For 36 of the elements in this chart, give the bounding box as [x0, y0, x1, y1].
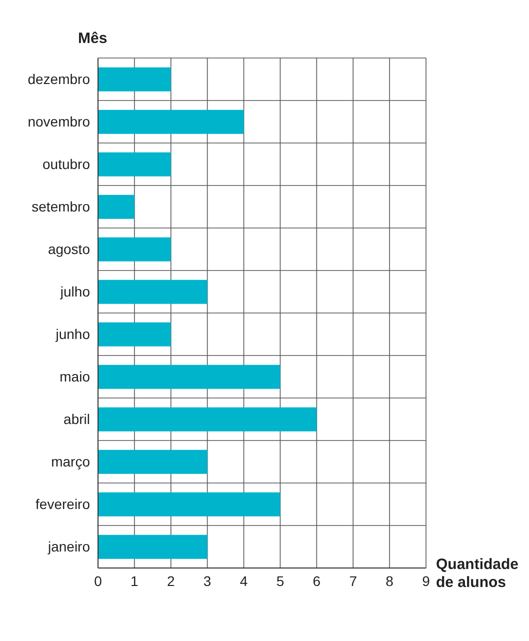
bar	[98, 407, 317, 432]
bar	[98, 152, 171, 176]
bar	[98, 110, 244, 134]
bar	[98, 67, 171, 92]
y-tick-label: outubro	[42, 156, 90, 172]
bar	[98, 280, 208, 304]
y-tick-label: abril	[64, 411, 90, 428]
x-tick-label: 3	[203, 572, 212, 589]
y-tick-label: janeiro	[46, 538, 90, 555]
bar	[98, 237, 171, 262]
x-tick-label: 1	[130, 572, 139, 589]
bar	[98, 450, 208, 474]
bar	[98, 364, 280, 389]
y-axis-title: Mês	[78, 30, 108, 47]
y-tick-label: dezembro	[28, 71, 90, 88]
x-tick-label: 6	[312, 572, 321, 589]
y-tick-label: setembro	[32, 198, 90, 215]
y-tick-label: junho	[54, 326, 90, 342]
x-tick-label: 0	[94, 572, 102, 589]
x-tick-label: 8	[386, 572, 394, 589]
bar	[98, 194, 134, 219]
bar	[98, 492, 280, 516]
bar	[98, 322, 171, 346]
y-tick-label: fevereiro	[36, 496, 90, 512]
y-tick-label: março	[51, 454, 90, 470]
bar	[98, 534, 208, 559]
y-tick-label: agosto	[48, 241, 90, 258]
x-tick-label: 2	[166, 572, 175, 589]
y-tick-label: julho	[59, 284, 90, 300]
y-tick-label: novembro	[28, 114, 90, 130]
x-tick-label: 5	[276, 572, 284, 589]
x-tick-label: 7	[349, 572, 358, 589]
x-tick-label: 9	[422, 572, 430, 589]
x-axis-title: Quantidade de alunos	[436, 556, 519, 592]
x-tick-label: 4	[240, 572, 248, 589]
y-tick-label: maio	[60, 368, 90, 385]
